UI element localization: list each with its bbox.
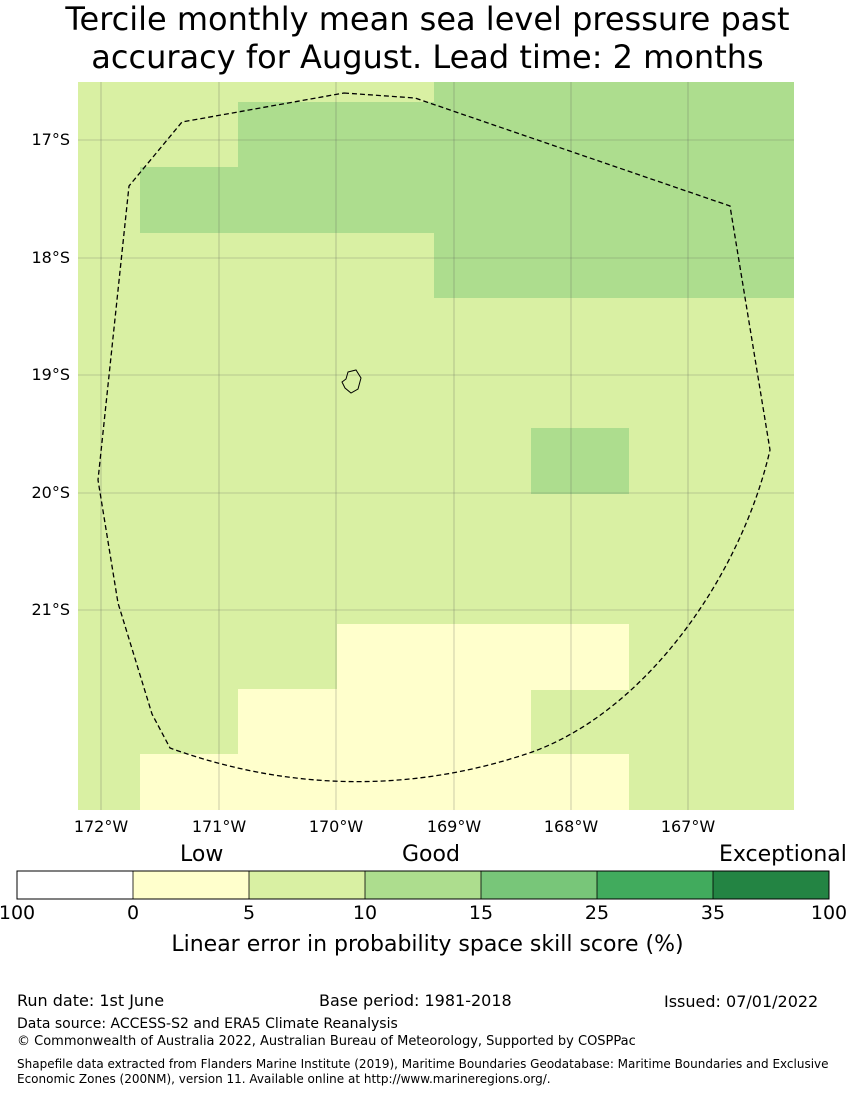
island-outline bbox=[341, 369, 362, 394]
cbar-tick-10: 10 bbox=[352, 902, 378, 924]
legend-exceptional: Exceptional bbox=[719, 842, 847, 867]
title-line-1: Tercile monthly mean sea level pressure … bbox=[65, 0, 790, 38]
legend-low: Low bbox=[180, 842, 224, 867]
shapefile-credit: Shapefile data extracted from Flanders M… bbox=[17, 1057, 829, 1086]
issued-date: Issued: 07/01/2022 bbox=[664, 992, 819, 1011]
lat-label-20s: 20°S bbox=[31, 483, 70, 502]
eez-boundary bbox=[97, 92, 771, 783]
colorbar-segment-2 bbox=[249, 871, 365, 899]
colorbar-frame bbox=[16, 870, 830, 900]
grid-cell-low bbox=[238, 689, 531, 755]
cbar-tick-0: 0 bbox=[126, 902, 140, 924]
colorbar-segment-5 bbox=[597, 871, 713, 899]
grid-cell-good bbox=[140, 167, 238, 233]
title-line-2: accuracy for August. Lead time: 2 months bbox=[91, 38, 764, 76]
lon-label-171w: 171°W bbox=[192, 817, 247, 836]
cbar-tick-100: 100 bbox=[810, 902, 848, 924]
cbar-tick-neg100: 100 bbox=[0, 902, 36, 924]
copyright: © Commonwealth of Australia 2022, Austra… bbox=[17, 1034, 636, 1049]
grid-cell-good bbox=[434, 82, 794, 298]
colorbar-label: Linear error in probability space skill … bbox=[171, 932, 684, 957]
colorbar-segment-3 bbox=[365, 871, 481, 899]
colorbar-segment-6 bbox=[713, 871, 829, 899]
cbar-tick-5: 5 bbox=[242, 902, 256, 924]
skill-grid bbox=[78, 82, 794, 810]
colorbar-segment-1 bbox=[133, 871, 249, 899]
grid-cell-good bbox=[531, 428, 629, 494]
base-period: Base period: 1981-2018 bbox=[319, 991, 512, 1010]
lon-label-169w: 169°W bbox=[427, 817, 482, 836]
grid-cell-low bbox=[140, 754, 629, 810]
lat-label-21s: 21°S bbox=[31, 600, 70, 619]
data-source: Data source: ACCESS-S2 and ERA5 Climate … bbox=[17, 1016, 398, 1032]
lon-label-167w: 167°W bbox=[661, 817, 716, 836]
cbar-tick-25: 25 bbox=[584, 902, 610, 924]
cbar-tick-35: 35 bbox=[700, 902, 726, 924]
colorbar-segment-4 bbox=[481, 871, 597, 899]
cbar-tick-15: 15 bbox=[468, 902, 494, 924]
gridlines bbox=[78, 82, 794, 810]
map-title: Tercile monthly mean sea level pressure … bbox=[0, 0, 855, 76]
lat-label-19s: 19°S bbox=[31, 365, 70, 384]
lon-label-172w: 172°W bbox=[74, 817, 129, 836]
lat-label-18s: 18°S bbox=[31, 248, 70, 267]
lon-label-170w: 170°W bbox=[309, 817, 364, 836]
lat-label-17s: 17°S bbox=[31, 130, 70, 149]
colorbar bbox=[16, 870, 830, 900]
run-date: Run date: 1st June bbox=[17, 991, 165, 1010]
legend-good: Good bbox=[402, 842, 460, 867]
grid-cell-low bbox=[337, 624, 629, 690]
colorbar-segment-0 bbox=[17, 871, 133, 899]
lon-label-168w: 168°W bbox=[544, 817, 599, 836]
